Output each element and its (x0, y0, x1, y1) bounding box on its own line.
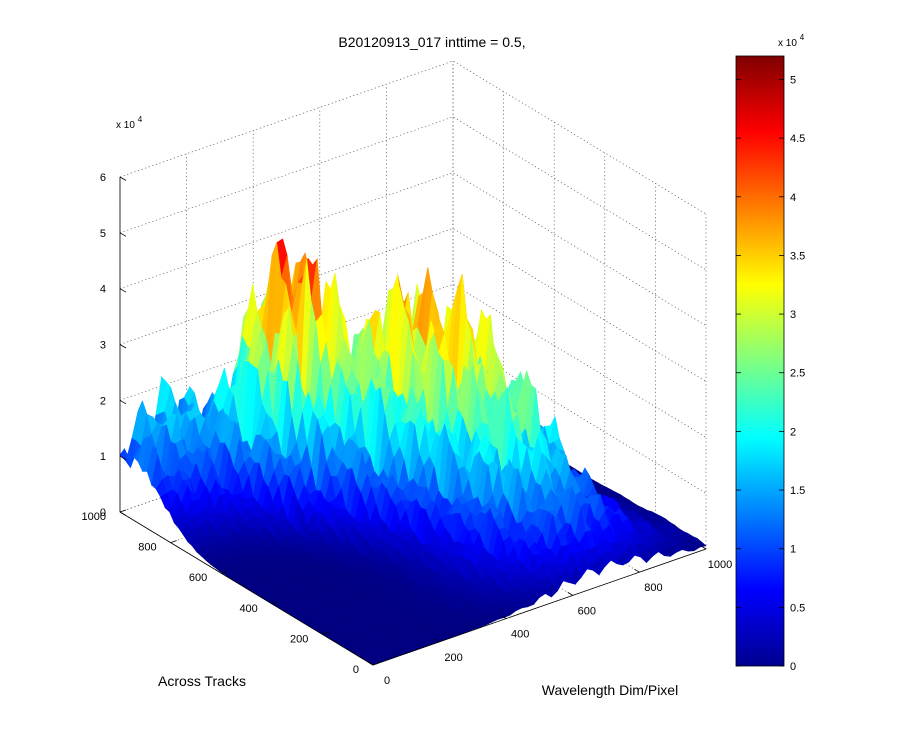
chart-title: B20120913_017 inttime = 0.5, (338, 34, 525, 50)
z-tick (119, 232, 127, 237)
x-tick-label: 400 (511, 629, 529, 641)
axes-lines (119, 176, 707, 666)
colorbar-tick-label: 0 (790, 661, 796, 673)
colorbar-tick-label: 5 (790, 74, 796, 86)
y-tick-label: 0 (353, 664, 359, 676)
colorbar-tick-label: 3.5 (790, 250, 805, 262)
y-tick-label: 200 (290, 633, 308, 645)
colorbar-exponent: x 10 4 (778, 33, 805, 49)
z-tick-label: 6 (100, 172, 106, 184)
x-tick-label: 600 (578, 605, 596, 617)
y-tick-label: 400 (239, 603, 257, 615)
x-tick (634, 568, 640, 573)
y-axis-label: Across Tracks (158, 673, 246, 689)
z-tick (119, 399, 127, 405)
x-tick (434, 638, 440, 643)
colorbar-tick-label: 0.5 (790, 602, 805, 614)
z-axis-exponent: x 10 4 (116, 115, 143, 131)
z-tick (119, 344, 127, 349)
z-tick-label: 4 (100, 284, 106, 296)
colorbar-tick-label: 2.5 (790, 368, 805, 380)
surface-mesh (119, 238, 707, 666)
colorbar-tick-label: 2 (790, 426, 796, 438)
y-tick-label: 1000 (82, 511, 106, 523)
colorbar-tick-label: 4.5 (790, 133, 805, 145)
z-tick-label: 5 (100, 228, 106, 240)
x-axis-line (372, 548, 707, 666)
colorbar-ticks: 0 0.5 1 1.5 2 2.5 3 3.5 4 4.5 5 (736, 74, 805, 673)
y-tick (119, 509, 127, 513)
z-tick (119, 455, 127, 461)
y-tick (322, 632, 329, 635)
z-tick (119, 511, 127, 516)
colorbar-tick-label: 3 (790, 309, 796, 321)
x-tick-label: 1000 (708, 559, 732, 571)
x-tick (500, 615, 507, 619)
tick-labels: 0123456020040060080010000200400600800100… (82, 172, 733, 687)
y-tick (170, 540, 177, 543)
z-tick-label: 2 (100, 395, 106, 407)
colorbar (735, 55, 785, 667)
y-tick (271, 601, 278, 605)
y-axis-line (119, 511, 374, 666)
x-tick-label: 200 (444, 652, 462, 664)
x-tick (367, 661, 374, 666)
x-axis-label: Wavelength Dim/Pixel (542, 682, 678, 698)
colorbar-tick-label: 1.5 (790, 485, 805, 497)
z-tick-label: 0 (100, 507, 106, 519)
y-tick-label: 600 (189, 572, 207, 584)
x-tick (700, 545, 707, 550)
z-tick-label: 1 (100, 451, 106, 463)
z-axis-exponent-base: x 10 (116, 120, 135, 131)
z-axis-exponent-power: 4 (138, 115, 143, 124)
z-tick-label: 3 (100, 340, 106, 352)
y-tick (372, 662, 380, 666)
colorbar-tick-label: 4 (790, 192, 796, 204)
z-tick (119, 176, 127, 181)
colorbar-exponent-base: x 10 (778, 38, 797, 49)
x-tick-label: 0 (384, 675, 390, 687)
y-tick (221, 570, 228, 574)
x-tick-label: 800 (644, 582, 662, 594)
colorbar-tick-label: 1 (790, 544, 796, 556)
z-tick (119, 288, 127, 293)
y-tick-label: 800 (138, 542, 156, 554)
x-tick (567, 592, 574, 596)
colorbar-exponent-power: 4 (800, 33, 805, 42)
